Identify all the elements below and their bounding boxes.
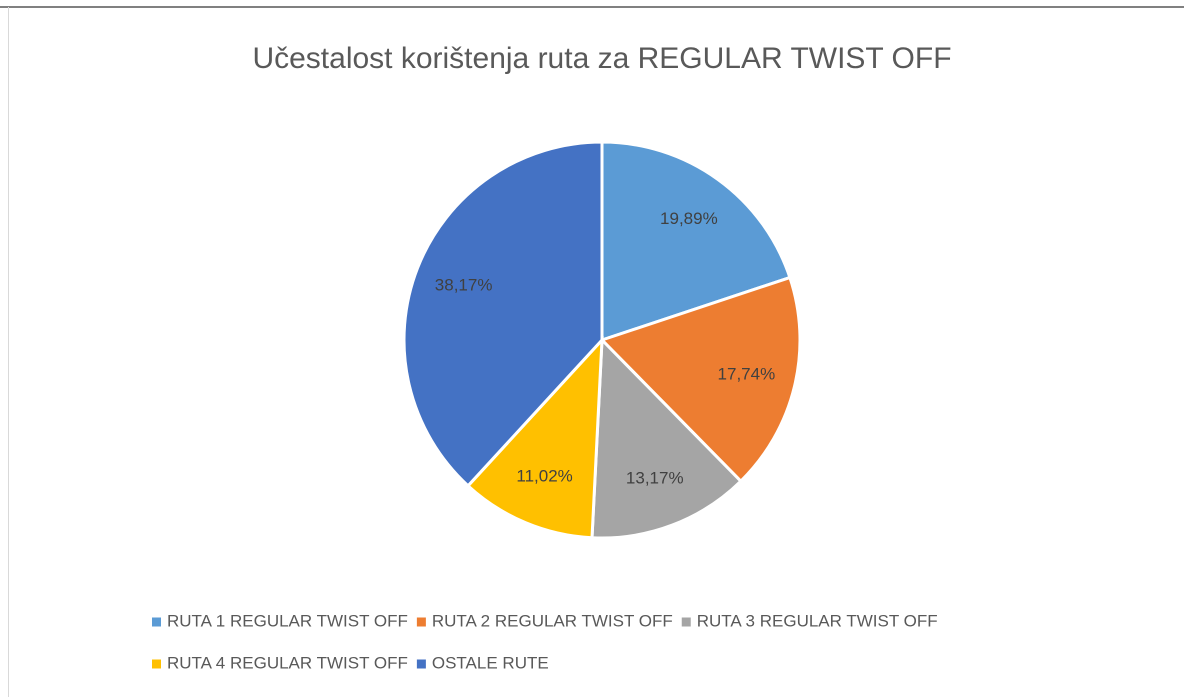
pie-slice — [402, 140, 604, 488]
legend-label: RUTA 1 REGULAR TWIST OFF — [167, 611, 408, 630]
chart-title: Učestalost korištenja ruta za REGULAR TW… — [252, 42, 951, 75]
legend-swatch — [416, 617, 426, 627]
legend-label: RUTA 3 REGULAR TWIST OFF — [697, 611, 938, 630]
legend-swatch — [152, 617, 161, 627]
pie-slice — [590, 336, 743, 540]
legend-swatch — [681, 617, 691, 627]
data-label: 38,17% — [435, 276, 493, 295]
pie-slice — [599, 275, 802, 484]
pie-slice — [465, 335, 604, 540]
pie-slice — [600, 140, 792, 343]
legend-swatch — [152, 659, 161, 669]
legend-label: RUTA 4 REGULAR TWIST OFF — [167, 653, 408, 672]
legend-label: RUTA 2 REGULAR TWIST OFF — [432, 611, 673, 630]
data-label: 17,74% — [718, 364, 776, 383]
data-label: 19,89% — [660, 209, 718, 228]
legend-label: OSTALE RUTE — [432, 653, 549, 672]
data-label: 11,02% — [516, 466, 572, 485]
data-label: 13,17% — [626, 468, 684, 487]
legend-swatch — [416, 659, 426, 669]
